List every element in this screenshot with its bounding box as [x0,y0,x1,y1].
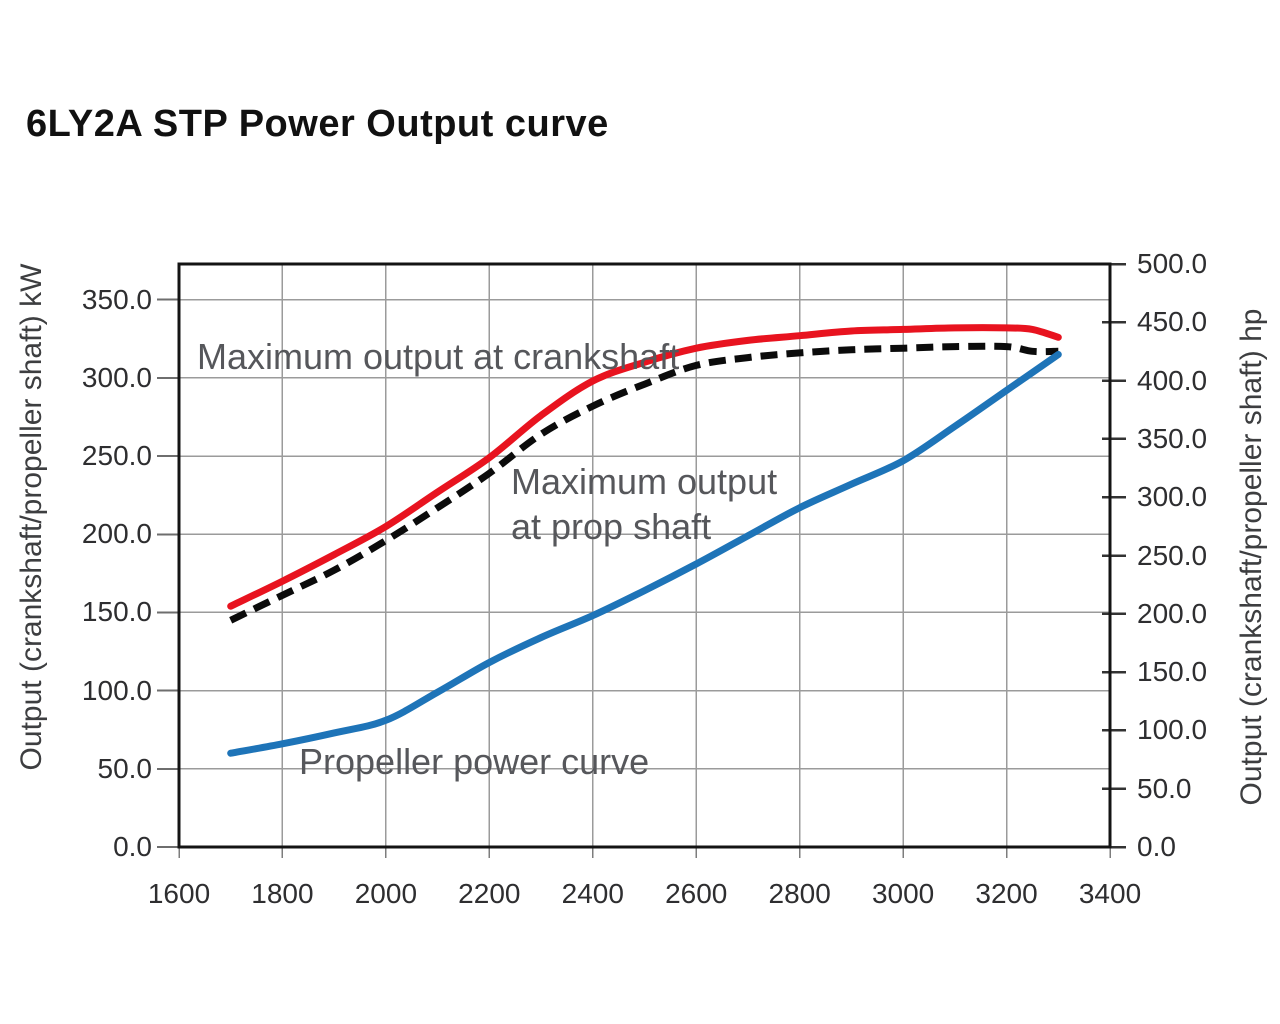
hp-tick-label: 150.0 [1137,656,1208,688]
hp-tick-label: 0.0 [1137,831,1176,862]
plot-frame [177,262,1112,849]
x-tick-label: 2800 [768,878,831,909]
kw-tick-label: 0.0 [113,831,152,862]
x-tick-label: 3000 [871,878,935,909]
annotation-text: Propeller power curve [299,741,650,782]
x-tick-label: 2400 [561,878,624,909]
x-tick-label: 1600 [147,878,211,909]
kw-tick-label: 250.0 [81,440,152,472]
hp-tick-label: 350.0 [1137,422,1208,454]
hp-tick-label: 100.0 [1137,714,1208,746]
series-propeller-power-curve-line [227,351,1062,757]
x-tick-label: 2200 [458,878,521,909]
series-max-output-crankshaft-line [227,324,1062,610]
hp-tick-label: 50.0 [1137,772,1192,804]
kw-tick-label: 300.0 [81,361,152,393]
right-axis-title: Output (crankshaft/propeller shaft) hp [1235,308,1268,806]
x-tick-label: 1800 [251,878,314,909]
annotation-max-output-propshaft: Maximum output at prop shaft [511,459,777,549]
kw-tick-label: 50.0 [97,752,153,784]
hp-tick-label: 400.0 [1137,364,1208,396]
annotation-text-line2: at prop shaft [511,506,712,547]
annotation-max-output-crankshaft: Maximum output at crankshaft [197,334,679,379]
hp-tick-label: 300.0 [1137,481,1208,513]
hp-tick-label: 500.0 [1137,248,1208,279]
x-tick-label: 2600 [665,878,728,909]
left-axis-title: Output (crankshaft/propeller shaft) kW [15,263,48,771]
annotation-text-line1: Maximum output [511,461,778,502]
hp-tick-label: 250.0 [1137,539,1208,571]
hp-tick-label: 450.0 [1137,306,1208,338]
annotation-propeller-power-curve: Propeller power curve [299,739,649,784]
kw-tick-label: 350.0 [81,283,152,315]
x-tick-label: 3200 [975,878,1038,909]
chart-title: 6LY2A STP Power Output curve [26,103,609,145]
kw-tick-label: 200.0 [81,518,152,550]
kw-tick-label: 150.0 [81,596,152,628]
series-max-output-propshaft-line [229,342,1059,624]
annotation-text: Maximum output at crankshaft [197,336,680,377]
x-tick-label: 3400 [1078,878,1142,909]
kw-tick-label: 100.0 [81,674,152,706]
x-tick-label: 2000 [354,878,418,909]
hp-tick-label: 200.0 [1137,597,1208,629]
